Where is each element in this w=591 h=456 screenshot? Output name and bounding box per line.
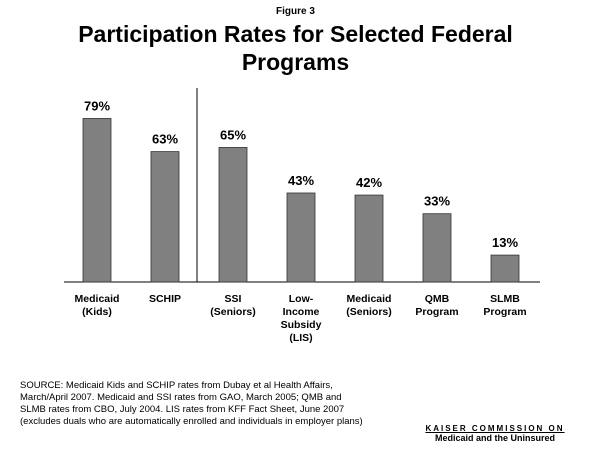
source-note: SOURCE: Medicaid Kids and SCHIP rates fr…	[20, 380, 363, 427]
label-line: (LIS)	[289, 332, 312, 344]
value-label: 79%	[84, 98, 110, 113]
label-line: Program	[415, 306, 458, 318]
label-line: (Kids)	[82, 306, 112, 318]
logo-line: Medicaid and the Uninsured	[434, 433, 555, 443]
label-line: Income	[283, 306, 320, 318]
x-tick-label: SSI (Seniors)	[210, 293, 256, 318]
bar	[82, 118, 112, 283]
value-label: 33%	[424, 194, 450, 209]
figure-label: Figure 3	[276, 6, 315, 17]
label-line: Program	[483, 306, 526, 318]
label-line: Low-	[289, 293, 314, 305]
x-tick-label: SCHIP	[149, 293, 181, 305]
chart-title: Participation Rates for Selected Federal…	[78, 21, 513, 75]
bar	[218, 147, 248, 283]
value-label: 13%	[492, 235, 518, 250]
bar	[354, 194, 384, 283]
label-line: Subsidy	[281, 319, 322, 331]
logo-line: KAISER COMMISSION ON	[425, 424, 565, 433]
label-line: Medicaid	[75, 293, 120, 305]
bar	[150, 151, 180, 283]
value-label: 65%	[220, 127, 246, 142]
x-tick-label: Medicaid (Seniors)	[346, 293, 392, 318]
label-line: SSI	[225, 293, 242, 305]
label-line: Medicaid	[347, 293, 392, 305]
bar	[490, 254, 520, 283]
label-line: (Seniors)	[346, 306, 392, 318]
bar	[422, 213, 452, 283]
x-tick-label: SLMB Program	[483, 293, 526, 318]
value-label: 43%	[288, 173, 314, 188]
x-tick-label: QMB Program	[415, 293, 458, 318]
x-tick-label: Low-Income Subsidy (LIS)	[281, 293, 322, 344]
label-line: (Seniors)	[210, 306, 256, 318]
bar	[286, 192, 316, 283]
label-line: QMB	[425, 293, 450, 305]
label-line: SCHIP	[149, 293, 181, 305]
value-label: 42%	[356, 175, 382, 190]
value-label: 63%	[152, 132, 178, 147]
x-tick-label: Medicaid (Kids)	[75, 293, 120, 318]
label-line: SLMB	[490, 293, 520, 305]
